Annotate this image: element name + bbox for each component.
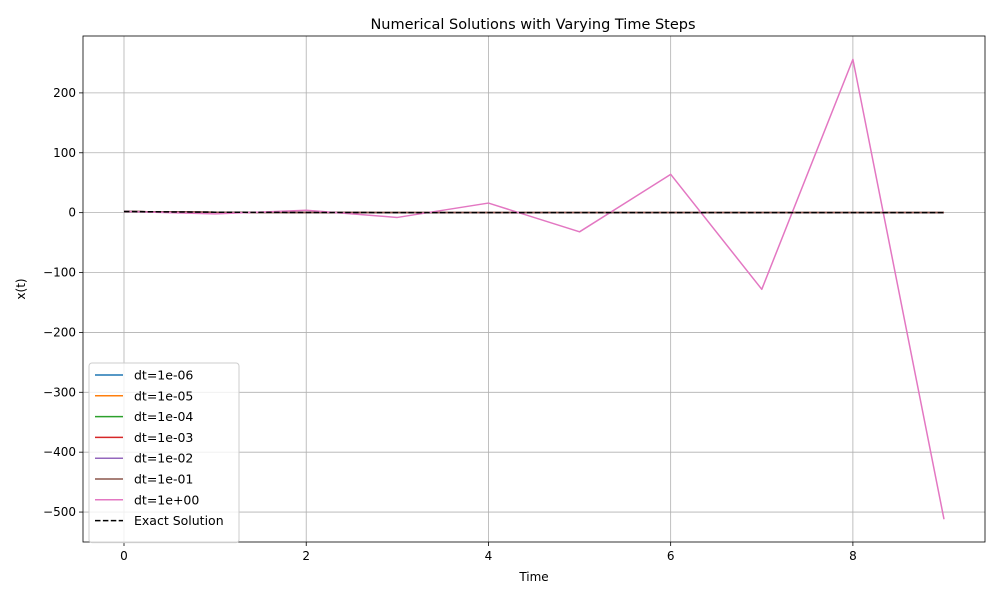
x-tick-label: 8 [849,549,857,563]
y-tick-label: 200 [53,86,76,100]
chart-title: Numerical Solutions with Varying Time St… [370,17,695,33]
y-tick-label: 100 [53,146,76,160]
legend-label-6: dt=1e+00 [134,492,199,507]
legend-label-0: dt=1e-06 [134,368,193,383]
x-tick-label: 2 [302,549,310,563]
y-tick-label: −300 [43,385,76,399]
legend-label-2: dt=1e-04 [134,409,193,424]
y-tick-label: 0 [68,206,76,220]
y-tick-label: −100 [43,266,76,280]
y-axis-label: x(t) [14,278,28,299]
x-tick-label: 4 [485,549,493,563]
axis-ticks: 0 2 4 6 8 −500 −400 −300 −200 −100 0 100 200 [43,86,857,563]
legend-label-5: dt=1e-01 [134,472,193,487]
x-tick-label: 0 [120,549,128,563]
x-axis-label: Time [518,570,548,584]
y-tick-label: −400 [43,445,76,459]
legend-label-7: Exact Solution [134,513,224,528]
x-tick-label: 6 [667,549,675,563]
y-tick-label: −200 [43,325,76,339]
legend-label-3: dt=1e-03 [134,430,193,445]
series-line-7 [123,210,944,214]
legend-box [88,362,240,544]
series-lines [123,58,945,520]
legend-label-1: dt=1e-05 [134,388,193,403]
legend: dt=1e-06 dt=1e-05 dt=1e-04 dt=1e-03 dt=1e-02… [88,362,240,544]
plot-area-frame [82,35,986,543]
y-tick-label: −500 [43,505,76,519]
legend-label-4: dt=1e-02 [134,451,193,466]
